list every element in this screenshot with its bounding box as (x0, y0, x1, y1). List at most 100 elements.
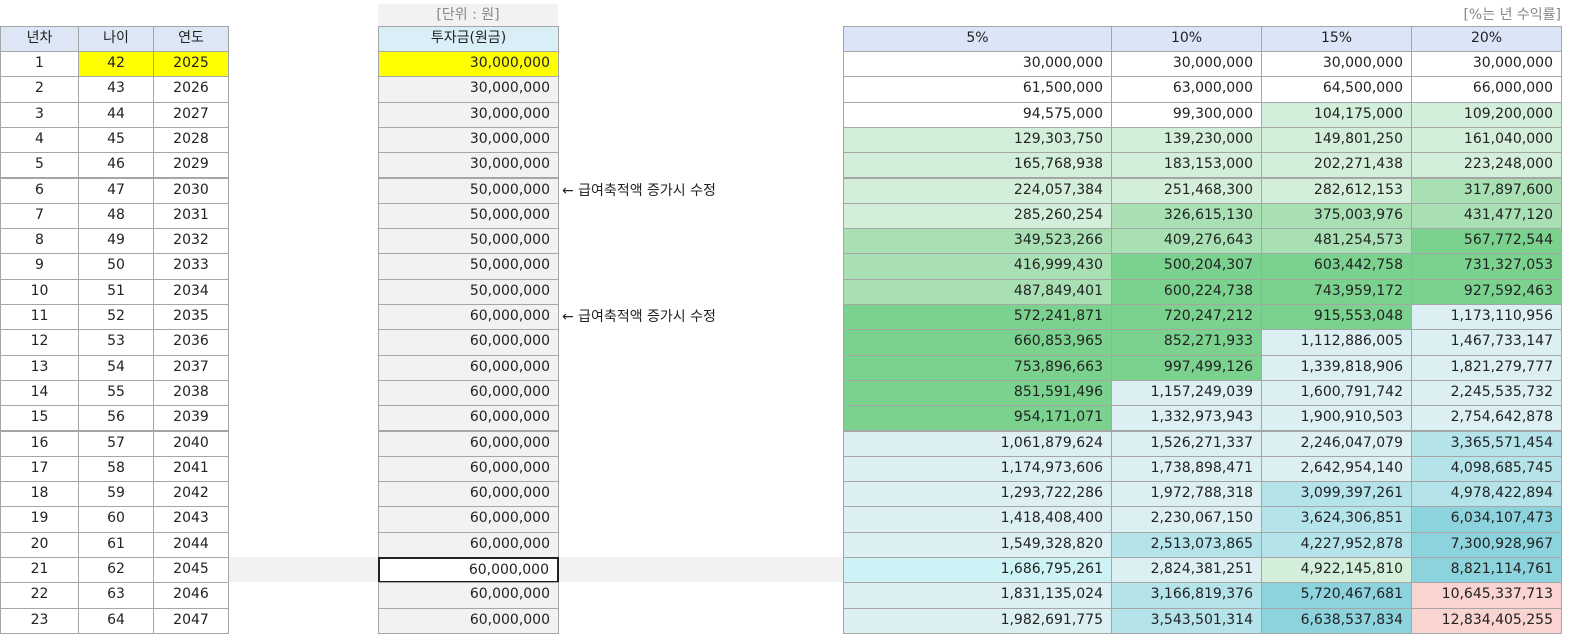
cell: 1 (0, 51, 79, 78)
cell: 7,300,928,967 (1411, 531, 1562, 558)
cell: 2029 (153, 152, 229, 179)
cell: 15 (0, 405, 79, 432)
cell: 60,000,000 (378, 405, 559, 432)
cell: 1,686,795,261 (843, 557, 1112, 584)
cell: 1,112,886,005 (1261, 329, 1412, 356)
cell: 50,000,000 (378, 253, 559, 280)
cell: 20 (0, 531, 79, 558)
cell: 224,057,384 (843, 177, 1112, 204)
cell: 326,615,130 (1111, 202, 1262, 230)
cell: 3,099,397,261 (1261, 481, 1412, 508)
cell: 202,271,438 (1261, 152, 1412, 179)
cell: 3,624,306,851 (1261, 506, 1412, 533)
cell: 55 (78, 379, 154, 407)
cell: 2037 (153, 354, 229, 381)
cell: 1,061,879,624 (843, 430, 1112, 457)
cell: 60,000,000 (378, 430, 559, 457)
cell: 62 (78, 557, 154, 584)
cell: 1,982,691,775 (843, 607, 1112, 634)
cell: 99,300,000 (1111, 101, 1262, 128)
cell: 6,638,537,834 (1261, 607, 1412, 634)
cell: 51 (78, 278, 154, 305)
cell: 50,000,000 (378, 228, 559, 255)
cell: 487,849,401 (843, 278, 1112, 305)
cell: 285,260,254 (843, 202, 1112, 230)
cell: 4,227,952,878 (1261, 531, 1412, 558)
cell: 416,999,430 (843, 253, 1112, 280)
cell: 2044 (153, 531, 229, 558)
cell: 3,543,501,314 (1111, 607, 1262, 634)
cell: 19 (0, 506, 79, 533)
cell: 2,230,067,150 (1111, 506, 1262, 533)
cell: 753,896,663 (843, 354, 1112, 381)
cell: 60,000,000 (378, 582, 559, 609)
rate-label: [%는 년 수익률] (1463, 7, 1561, 23)
cell: 8,821,114,761 (1411, 557, 1562, 584)
cell: 46 (78, 152, 154, 179)
cell: 2047 (153, 607, 229, 634)
cell: 61,500,000 (843, 76, 1112, 103)
column-header: 15% (1261, 26, 1412, 53)
note: ← 급여축적액 증가시 수정 (562, 309, 716, 325)
cell: 47 (78, 177, 154, 204)
cell: 409,276,643 (1111, 228, 1262, 255)
cell: 11 (0, 304, 79, 331)
cell: 30,000,000 (378, 101, 559, 128)
cell: 23 (0, 607, 79, 634)
cell: 21 (0, 557, 79, 584)
cell: 3,365,571,454 (1411, 430, 1562, 457)
cell: 375,003,976 (1261, 202, 1412, 230)
cell: 2038 (153, 379, 229, 407)
cell: 1,738,898,471 (1111, 455, 1262, 483)
cell: 2033 (153, 253, 229, 280)
cell: 1,418,408,400 (843, 506, 1112, 533)
cell: 603,442,758 (1261, 253, 1412, 280)
cell: 10 (0, 278, 79, 305)
cell: 2,824,381,251 (1111, 557, 1262, 584)
cell: 2028 (153, 126, 229, 154)
cell: 50,000,000 (378, 177, 559, 204)
cell: 30,000,000 (843, 51, 1112, 78)
cell: 1,157,249,039 (1111, 379, 1262, 407)
cell: 2,754,642,878 (1411, 405, 1562, 432)
cell: 60,000,000 (378, 607, 559, 634)
cell: 8 (0, 228, 79, 255)
cell: 60,000,000 (378, 455, 559, 483)
cell: 1,900,910,503 (1261, 405, 1412, 432)
cell: 22 (0, 582, 79, 609)
cell: 1,821,279,777 (1411, 354, 1562, 381)
cell: 44 (78, 101, 154, 128)
cell: 13 (0, 354, 79, 381)
cell: 30,000,000 (378, 51, 559, 78)
cell: 50 (78, 253, 154, 280)
cell: 52 (78, 304, 154, 331)
cell: 14 (0, 379, 79, 407)
cell: 2040 (153, 430, 229, 457)
cell: 56 (78, 405, 154, 432)
cell: 17 (0, 455, 79, 483)
cell: 481,254,573 (1261, 228, 1412, 255)
cell: 161,040,000 (1411, 126, 1562, 154)
cell: 42 (78, 51, 154, 78)
cell: 1,526,271,337 (1111, 430, 1262, 457)
cell: 60,000,000 (378, 354, 559, 381)
cell: 2025 (153, 51, 229, 78)
cell: 282,612,153 (1261, 177, 1412, 204)
cell: 43 (78, 76, 154, 103)
cell: 915,553,048 (1261, 304, 1412, 331)
cell: 2026 (153, 76, 229, 103)
cell: 3,166,819,376 (1111, 582, 1262, 609)
cell: 500,204,307 (1111, 253, 1262, 280)
cell: 660,853,965 (843, 329, 1112, 356)
cell: 1,972,788,318 (1111, 481, 1262, 508)
cell: 9 (0, 253, 79, 280)
cell: 57 (78, 430, 154, 457)
cell: 129,303,750 (843, 126, 1112, 154)
cell: 7 (0, 202, 79, 230)
cell: 1,831,135,024 (843, 582, 1112, 609)
cell: 2046 (153, 582, 229, 609)
column-header: 20% (1411, 26, 1562, 53)
cell: 48 (78, 202, 154, 230)
cell: 16 (0, 430, 79, 457)
cell: 2,642,954,140 (1261, 455, 1412, 483)
